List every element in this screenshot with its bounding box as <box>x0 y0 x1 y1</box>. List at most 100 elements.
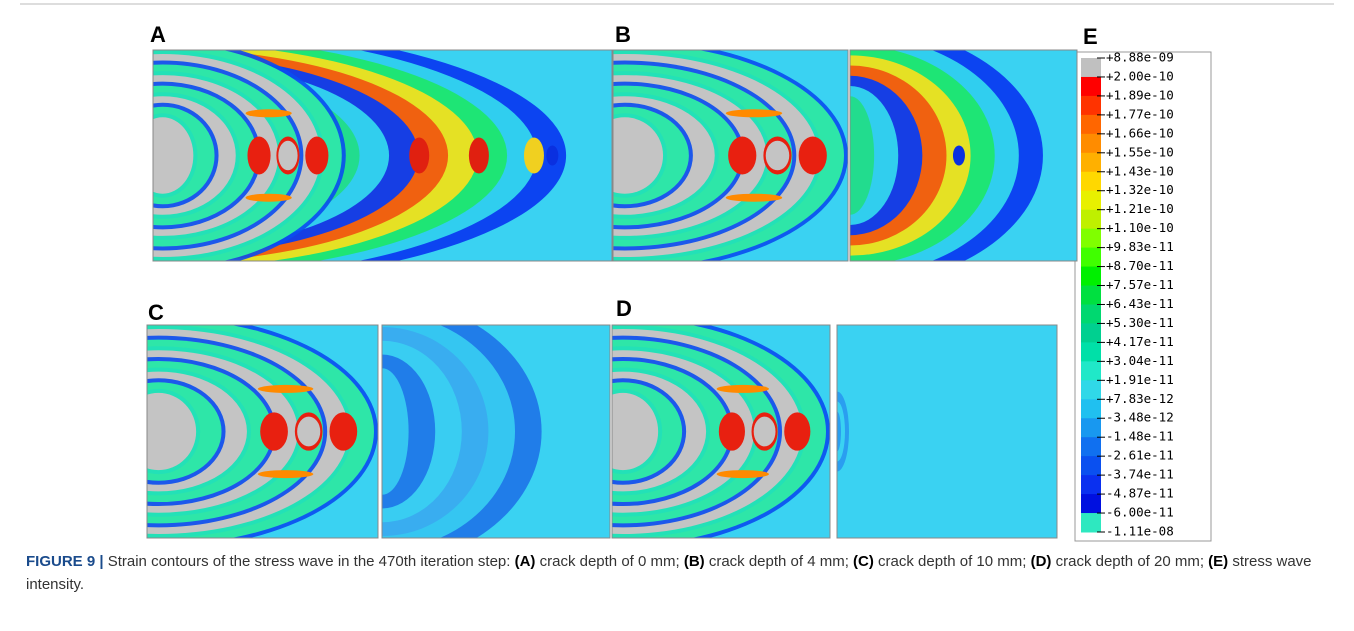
legend-label: -1.11e-08 <box>1106 524 1174 539</box>
colorbar-band <box>1081 229 1101 248</box>
legend-label: +1.66e-10 <box>1106 125 1174 140</box>
legend-label: +1.21e-10 <box>1106 201 1174 216</box>
hot-spot <box>766 141 790 171</box>
legend-label: +1.77e-10 <box>1106 106 1174 121</box>
hot-spot <box>260 412 288 450</box>
legend-label: +1.10e-10 <box>1106 220 1174 235</box>
hot-spot <box>297 417 320 447</box>
legend-label: +1.55e-10 <box>1106 144 1174 159</box>
hot-spot <box>546 146 558 166</box>
panel-label: D <box>616 296 632 321</box>
hot-spot <box>524 138 544 174</box>
caption-text: crack depth of 10 mm; <box>874 553 1031 570</box>
figure: A B C D E +8.88e-09 +2.00e-10 +1.89e-10 +1.… <box>0 0 1354 545</box>
colorbar-band <box>1081 191 1101 210</box>
colorbar-band <box>1081 437 1101 456</box>
colorbar-band <box>1081 96 1101 115</box>
colorbar-band <box>1081 172 1101 191</box>
hot-spot <box>784 412 810 450</box>
legend-label: -3.48e-12 <box>1106 410 1174 425</box>
caption-text: crack depth of 20 mm; <box>1051 553 1208 570</box>
wave-band <box>132 117 193 193</box>
legend-label: -4.87e-11 <box>1106 486 1174 501</box>
contour <box>0 25 612 287</box>
hot-spot <box>278 141 297 171</box>
colorbar-band <box>1081 323 1101 342</box>
colorbar-band <box>1081 475 1101 494</box>
caption-label: FIGURE 9 | <box>26 553 104 570</box>
colorbar-band <box>1081 456 1101 475</box>
colorbar-band <box>1081 248 1101 267</box>
caption-text: crack depth of 0 mm; <box>535 553 683 570</box>
hot-spot <box>719 412 745 450</box>
legend-label: +1.43e-10 <box>1106 163 1174 178</box>
colorbar-band <box>1081 210 1101 229</box>
hot-spot <box>258 385 313 393</box>
hot-spot <box>799 137 827 175</box>
colorbar-band <box>1081 399 1101 418</box>
legend-label: -6.00e-11 <box>1106 505 1174 520</box>
colorbar-band <box>1081 342 1101 361</box>
caption-text: (D) <box>1031 553 1052 570</box>
caption-text: crack depth of 4 mm; <box>705 553 853 570</box>
colorbar-band <box>1081 380 1101 399</box>
hot-spot <box>246 109 292 117</box>
colorbar-band <box>1081 58 1101 77</box>
contour <box>0 314 378 545</box>
caption: FIGURE 9 | Strain contours of the stress… <box>26 550 1326 596</box>
page: A B C D E +8.88e-09 +2.00e-10 +1.89e-10 +1.… <box>0 0 1354 631</box>
colorbar-band <box>1081 494 1101 513</box>
legend-label: +6.43e-11 <box>1106 296 1174 311</box>
hot-spot <box>247 137 270 175</box>
colorbar-band <box>1081 267 1101 286</box>
hot-spot <box>246 194 292 202</box>
legend-label: +7.57e-11 <box>1106 277 1174 292</box>
legend-label: +8.70e-11 <box>1106 258 1174 273</box>
hot-spot <box>305 137 328 175</box>
legend-label: -3.74e-11 <box>1106 467 1174 482</box>
colorbar-band <box>1081 304 1101 323</box>
hot-spot <box>754 417 776 447</box>
colorbar-band <box>1081 418 1101 437</box>
contour-bg <box>837 325 1057 538</box>
legend-label: +3.04e-11 <box>1106 353 1174 368</box>
legend-label: +1.89e-10 <box>1106 87 1174 102</box>
legend-label: +7.83e-12 <box>1106 391 1174 406</box>
hot-spot <box>469 138 489 174</box>
colorbar-band <box>1081 361 1101 380</box>
legend-label: +1.91e-11 <box>1106 372 1174 387</box>
colorbar-band <box>1081 77 1101 96</box>
colorbar-band <box>1081 513 1101 532</box>
panel-label: B <box>615 22 631 47</box>
colorbar-band <box>1081 115 1101 134</box>
legend-label: +4.17e-11 <box>1106 334 1174 349</box>
colorbar-band <box>1081 286 1101 305</box>
legend-label: -2.61e-11 <box>1106 448 1174 463</box>
wave-band <box>121 393 196 470</box>
legend-label: +9.83e-11 <box>1106 239 1174 254</box>
caption-text: (E) <box>1208 553 1228 570</box>
legend-label: +8.88e-09 <box>1106 50 1174 65</box>
panel-label: A <box>150 22 166 47</box>
caption-text: (C) <box>853 553 874 570</box>
legend-label: +1.32e-10 <box>1106 182 1174 197</box>
legend-label: +2.00e-10 <box>1106 68 1174 83</box>
caption-text: (A) <box>515 553 536 570</box>
legend-label: -1.48e-11 <box>1106 429 1174 444</box>
hot-spot <box>329 412 357 450</box>
hot-spot <box>728 137 756 175</box>
legend-label: +5.30e-11 <box>1106 315 1174 330</box>
contour <box>825 325 1057 538</box>
hot-spot <box>717 470 769 478</box>
colorbar-band <box>1081 153 1101 172</box>
panel-label: E <box>1083 24 1098 49</box>
hot-spot <box>953 146 965 166</box>
hot-spot <box>258 470 313 478</box>
panel-label: C <box>148 300 164 325</box>
caption-text: (B) <box>684 553 705 570</box>
caption-text: Strain contours of the stress wave in th… <box>104 553 515 570</box>
hot-spot <box>409 138 429 174</box>
colorbar-band <box>1081 134 1101 153</box>
hot-spot <box>726 194 782 202</box>
hot-spot <box>726 109 782 117</box>
